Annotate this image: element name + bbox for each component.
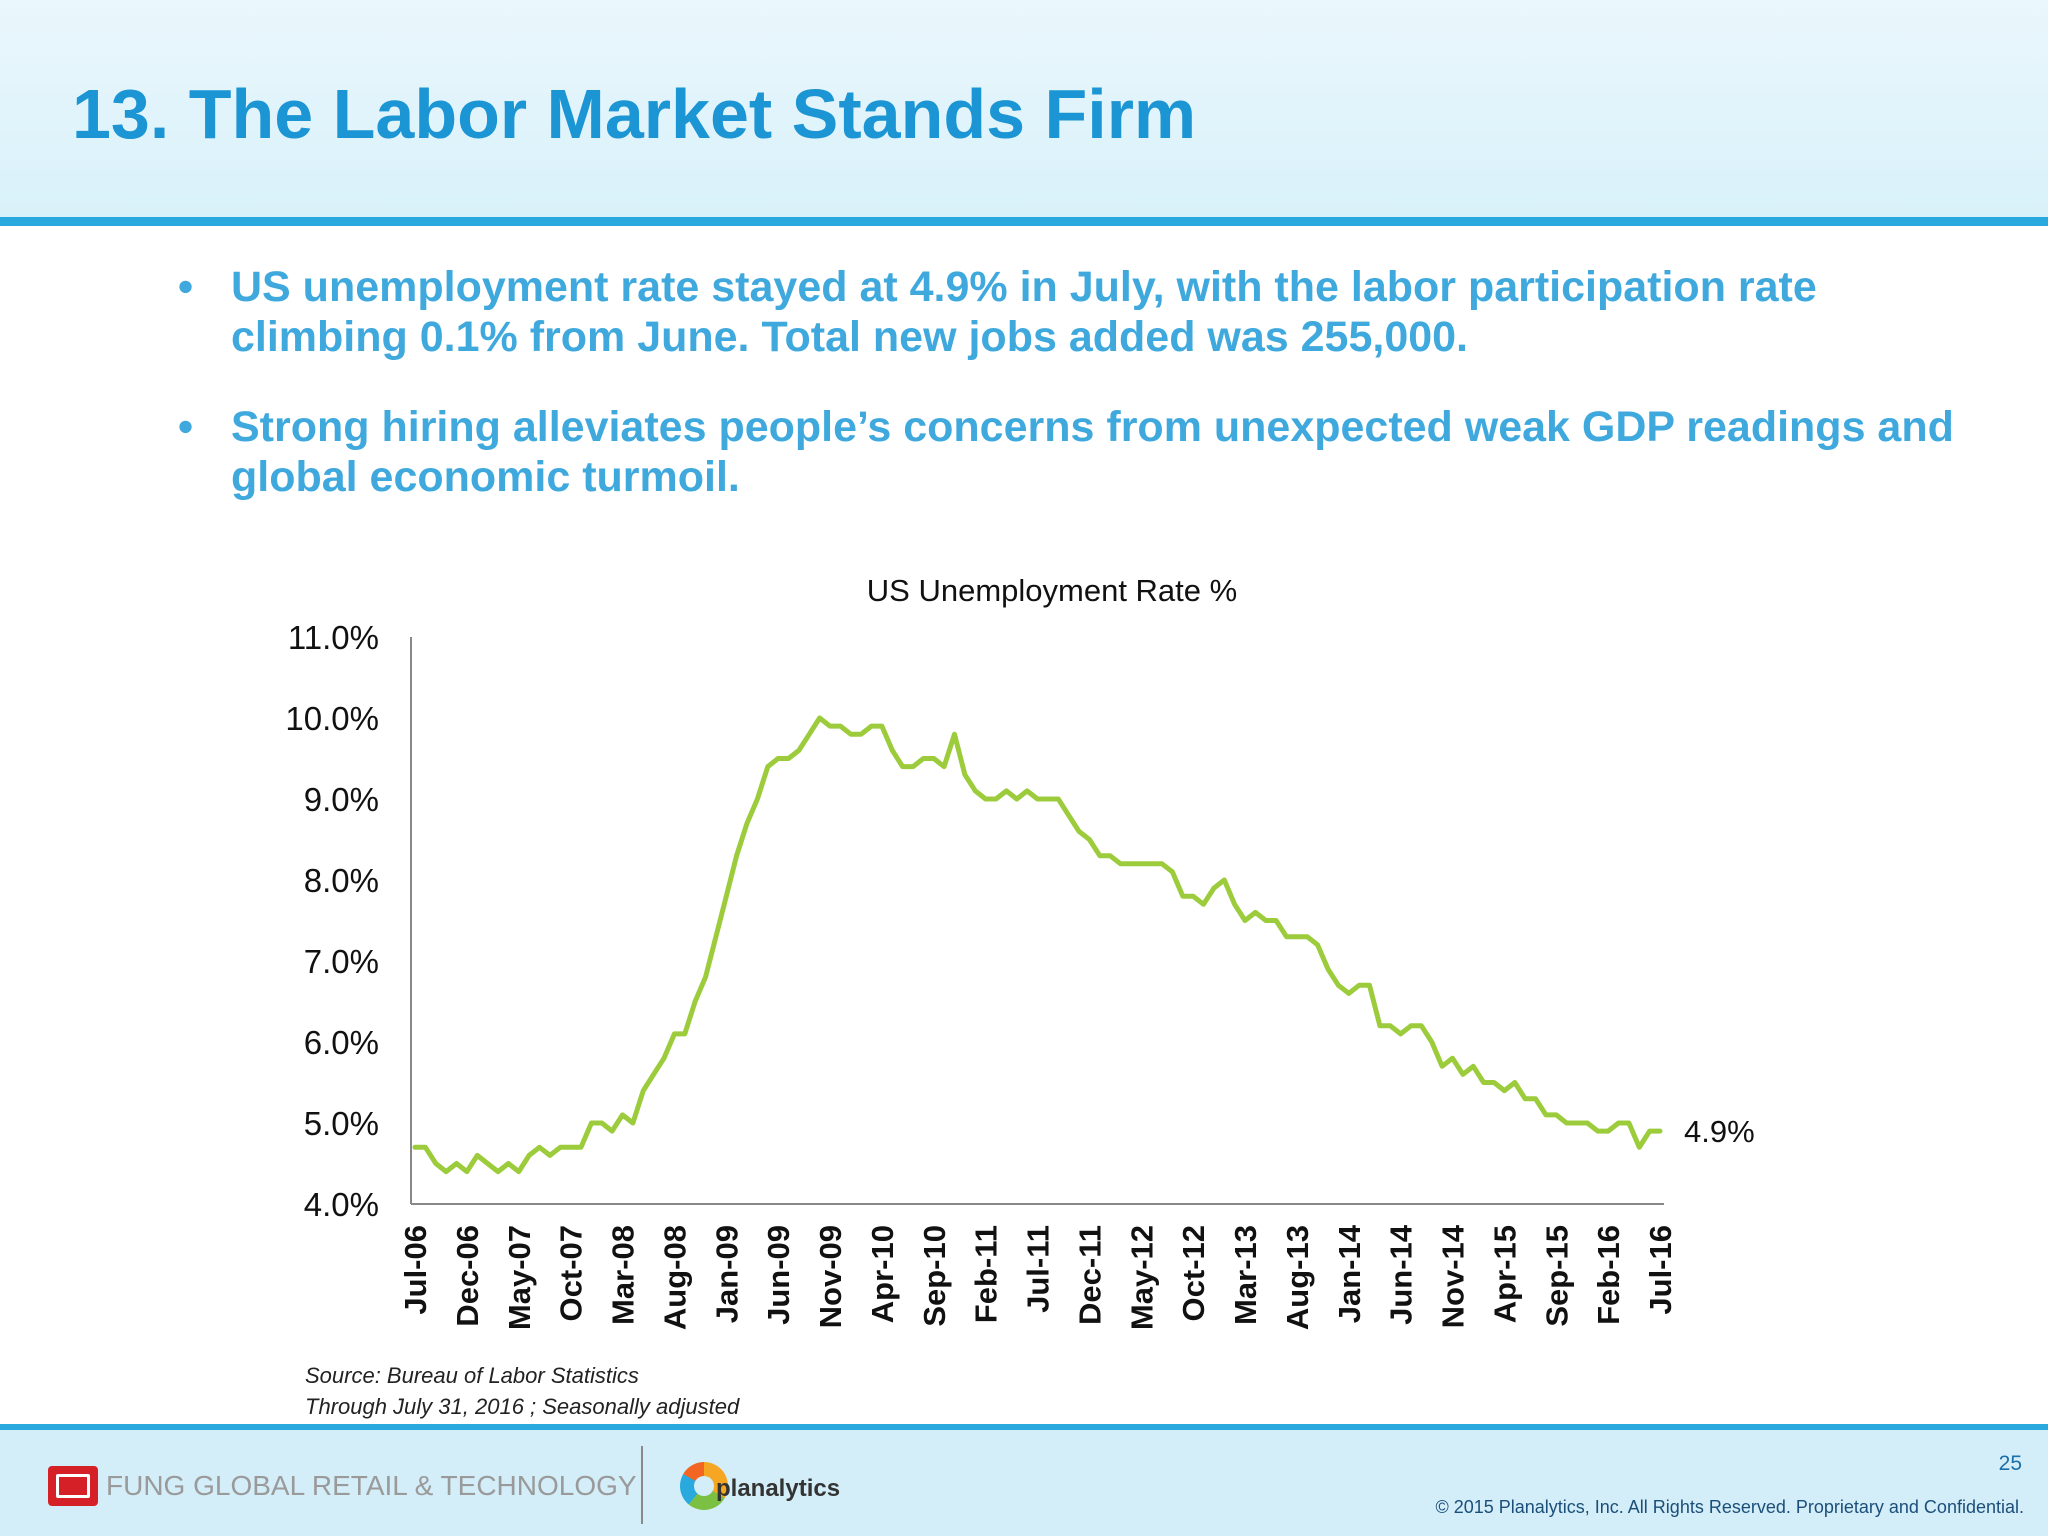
series-line-unemployment [412, 715, 1663, 1175]
slide-title: 13. The Labor Market Stands Firm [72, 75, 1197, 153]
source-note: Source: Bureau of Labor Statistics Throu… [305, 1360, 739, 1422]
company-name: FUNG GLOBAL RETAIL & TECHNOLOGY [106, 1470, 637, 1501]
x-tick-label: Sep-10 [917, 1225, 952, 1327]
x-tick-label: Oct-12 [1176, 1225, 1211, 1321]
y-tick-label: 4.0% [304, 1186, 379, 1223]
end-value-label: 4.9% [1684, 1114, 1755, 1149]
footer-divider [641, 1446, 643, 1524]
x-tick-label: Feb-11 [969, 1225, 1004, 1323]
y-tick-label: 6.0% [304, 1024, 379, 1061]
x-tick-label: Jun-14 [1384, 1224, 1419, 1325]
x-tick-label: Jan-14 [1332, 1224, 1367, 1323]
x-tick-label: Oct-07 [554, 1225, 589, 1321]
footer-band [0, 1430, 2048, 1536]
y-tick-label: 10.0% [285, 700, 379, 737]
x-tick-label: Jun-09 [761, 1225, 796, 1325]
x-tick-label: Jul-06 [398, 1225, 433, 1315]
x-tick-label: Nov-14 [1436, 1224, 1471, 1328]
bullet-text: US unemployment rate stayed at 4.9% in J… [231, 263, 1817, 361]
x-tick-label: Nov-09 [813, 1225, 848, 1328]
x-axis-ticks: Jul-06 Dec-06 May-07 Oct-07 Mar-08 Aug-08 Jan-… [398, 1224, 1678, 1330]
x-tick-label: Feb-16 [1591, 1225, 1626, 1325]
header-band [0, 0, 2048, 217]
source-line: Through July 31, 2016 ; Seasonally adjus… [305, 1394, 740, 1419]
x-tick-label: Aug-13 [1280, 1225, 1315, 1330]
y-tick-label: 8.0% [304, 862, 379, 899]
source-line: Source: Bureau of Labor Statistics [305, 1363, 639, 1388]
x-tick-label: May-12 [1124, 1225, 1159, 1330]
footer-rule [0, 1424, 2048, 1430]
y-tick-label: 9.0% [304, 781, 379, 818]
x-tick-label: Sep-15 [1539, 1225, 1574, 1327]
partner-name: planalytics [716, 1475, 841, 1502]
x-tick-label: Aug-08 [657, 1225, 692, 1330]
x-tick-label: May-07 [502, 1225, 537, 1330]
bullet-item: • Strong hiring alleviates people’s conc… [170, 402, 1970, 502]
x-tick-label: Jan-09 [709, 1225, 744, 1323]
x-tick-label: Mar-08 [606, 1225, 641, 1325]
x-tick-label: Apr-10 [865, 1225, 900, 1323]
bullet-marker: • [178, 403, 194, 451]
x-tick-label: Jul-16 [1643, 1225, 1678, 1315]
bullet-item: • US unemployment rate stayed at 4.9% in… [170, 262, 1970, 362]
x-tick-label: Mar-13 [1228, 1225, 1263, 1325]
x-tick-label: Apr-15 [1487, 1225, 1522, 1323]
y-tick-label: 5.0% [304, 1105, 379, 1142]
unemployment-chart: US Unemployment Rate % 4.0% 5.0% 6.0% 7.0% 8… [285, 573, 1755, 1330]
page-number: 25 [1998, 1452, 2022, 1475]
bullet-marker: • [178, 263, 194, 311]
copyright-notice: © 2015 Planalytics, Inc. All Rights Rese… [1435, 1497, 2024, 1517]
bullet-text: Strong hiring alleviates people’s concer… [231, 403, 1954, 501]
x-tick-label: Dec-11 [1072, 1225, 1107, 1325]
fung-logo-icon [48, 1466, 98, 1506]
y-axis-ticks: 4.0% 5.0% 6.0% 7.0% 8.0% 9.0% 10.0% 11.0% [285, 619, 379, 1223]
bullet-list: • US unemployment rate stayed at 4.9% in… [170, 262, 1970, 542]
y-tick-label: 7.0% [304, 943, 379, 980]
x-tick-label: Jul-11 [1021, 1225, 1056, 1313]
header-rule [0, 217, 2048, 226]
planalytics-logo-icon [680, 1462, 728, 1510]
chart-title: US Unemployment Rate % [867, 573, 1237, 608]
y-tick-label: 11.0% [288, 619, 379, 656]
x-tick-label: Dec-06 [450, 1225, 485, 1327]
